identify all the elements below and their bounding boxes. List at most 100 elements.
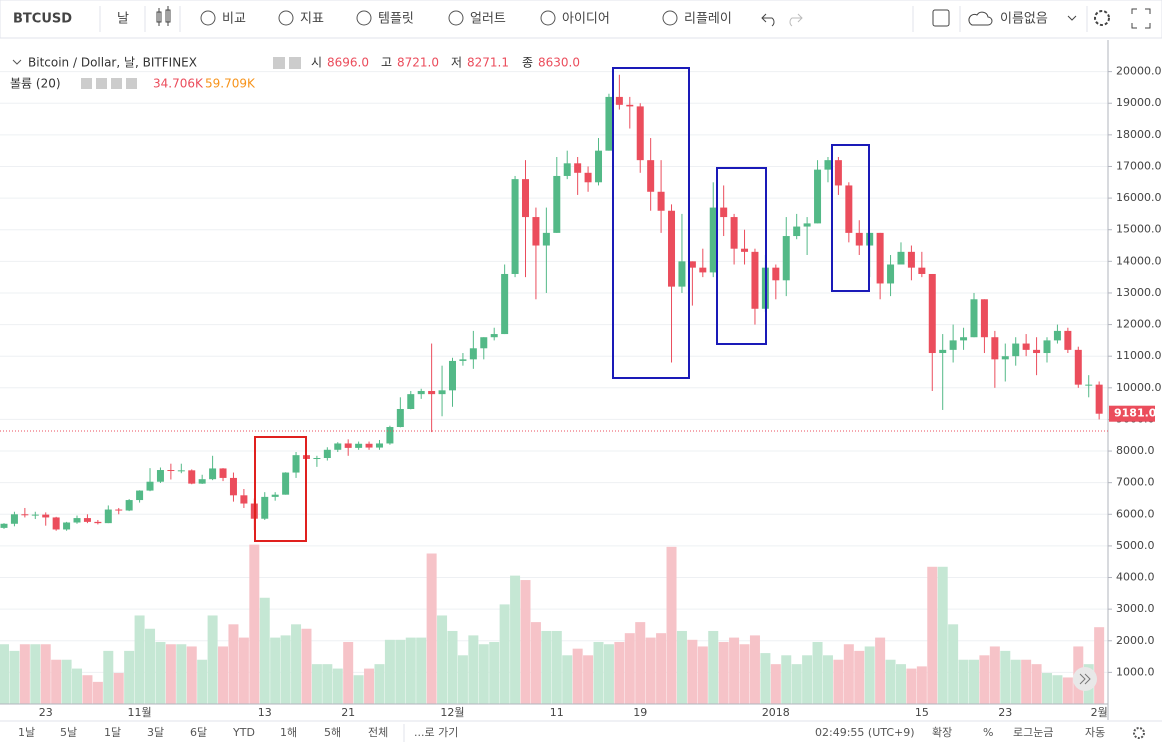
interval[interactable]: 날 — [117, 12, 129, 27]
chart-type-icon[interactable] — [156, 6, 171, 26]
candle-body — [563, 163, 571, 176]
candle-body — [1053, 330, 1061, 341]
fullscreen-icon[interactable] — [1131, 8, 1151, 29]
toolbar-icon[interactable] — [278, 10, 294, 26]
settings-icon[interactable] — [1094, 10, 1110, 26]
candle-body — [699, 267, 707, 273]
range-button[interactable]: 5날 — [60, 726, 77, 739]
legend-button[interactable] — [289, 57, 301, 69]
layout-name[interactable]: 이름없음 — [1000, 12, 1048, 27]
y-tick-label: 11000.0 — [1116, 349, 1162, 362]
undo-icon[interactable] — [761, 13, 775, 27]
range-button[interactable]: 1해 — [280, 725, 297, 739]
candle-body — [814, 169, 822, 224]
volume-bar — [207, 615, 218, 704]
goto-button[interactable]: ...로 가기 — [414, 726, 458, 739]
candle-body — [146, 481, 154, 491]
symbol[interactable]: BTCUSD — [13, 12, 72, 27]
ohlc-label: 종 — [522, 56, 533, 70]
y-tick-label: 10000.0 — [1116, 381, 1162, 394]
y-tick-label: 1000.0 — [1116, 665, 1155, 678]
volume-bar — [635, 622, 646, 704]
range-button[interactable]: 전체 — [368, 726, 388, 739]
toolbar-item[interactable]: 리플레이 — [684, 12, 732, 27]
axis-option[interactable]: 확장 — [932, 726, 952, 739]
range-button[interactable]: YTD — [232, 726, 255, 739]
candle-body — [42, 514, 50, 518]
candle-body — [511, 179, 519, 274]
candle-body — [949, 340, 957, 350]
range-button[interactable]: 1달 — [104, 726, 121, 739]
axis-option[interactable]: % — [983, 726, 993, 739]
volume-bar — [103, 650, 114, 704]
candle-body — [855, 232, 863, 246]
candle-body — [0, 523, 8, 528]
legend-button[interactable] — [273, 57, 285, 69]
volume-bar — [322, 664, 333, 704]
ohlc-value: 8721.0 — [397, 56, 439, 70]
volume-bar — [259, 597, 270, 704]
layout-icon[interactable] — [932, 9, 950, 27]
toolbar-icon[interactable] — [356, 10, 372, 26]
toolbar-item[interactable]: 아이디어 — [562, 12, 610, 27]
toolbar-item[interactable]: 지표 — [300, 12, 324, 27]
dropdown-icon[interactable] — [1067, 15, 1077, 21]
volume-bar — [1000, 650, 1011, 704]
volume-bar — [697, 646, 708, 704]
volume-bar — [61, 659, 72, 704]
toolbar-icon[interactable] — [662, 10, 678, 26]
candle-body — [605, 96, 613, 151]
last-price-label: 9181.0 — [1114, 407, 1157, 420]
candle-body — [396, 408, 404, 428]
volume-bar — [40, 644, 51, 704]
volume-bar — [447, 630, 458, 704]
volume-bar — [895, 664, 906, 704]
candle-body — [532, 217, 540, 246]
range-button[interactable]: 6달 — [190, 726, 207, 739]
volume-bar — [457, 655, 468, 704]
candle-body — [136, 490, 144, 501]
candle-body — [1022, 343, 1030, 350]
candle-body — [970, 299, 978, 338]
volume-bar — [489, 642, 500, 704]
toolbar-item[interactable]: 얼러트 — [470, 12, 506, 27]
axis-settings-icon[interactable] — [1133, 727, 1145, 739]
candle-body — [355, 443, 363, 448]
candle-body — [386, 427, 394, 444]
axis-option[interactable]: 로그눈금 — [1013, 726, 1053, 739]
volume-bar — [1094, 627, 1105, 704]
range-button[interactable]: 1날 — [18, 726, 35, 739]
volume-bar — [843, 644, 854, 704]
candle-body — [94, 521, 102, 524]
candle-body — [657, 191, 665, 211]
toolbar-icon[interactable] — [200, 10, 216, 26]
toolbar-icon[interactable] — [540, 10, 556, 26]
axis-option[interactable]: 자동 — [1085, 726, 1105, 739]
range-button[interactable]: 5해 — [324, 725, 341, 739]
volume-bar — [9, 650, 20, 704]
volume-bar — [468, 635, 479, 704]
volume-bar — [562, 655, 573, 704]
legend-button[interactable] — [111, 78, 122, 89]
range-button[interactable]: 3달 — [147, 726, 164, 739]
volume-bar — [510, 575, 521, 704]
candle-body — [323, 449, 331, 459]
candle-body — [480, 337, 488, 349]
candle-body — [344, 443, 352, 448]
y-tick-label: 16000.0 — [1116, 191, 1162, 204]
volume-bar — [864, 646, 875, 704]
redo-icon[interactable] — [789, 13, 803, 27]
candle-body — [31, 514, 39, 516]
volume-bar — [739, 644, 750, 704]
legend-button[interactable] — [96, 78, 107, 89]
cloud-icon[interactable] — [968, 11, 993, 26]
legend-button[interactable] — [81, 78, 92, 89]
collapse-icon[interactable] — [12, 59, 22, 65]
toolbar-item[interactable]: 비교 — [222, 12, 246, 27]
volume-bar — [416, 637, 427, 704]
y-tick-label: 19000.0 — [1116, 96, 1162, 109]
toolbar-icon[interactable] — [448, 10, 464, 26]
legend-button[interactable] — [126, 78, 137, 89]
toolbar-item[interactable]: 템플릿 — [378, 12, 414, 27]
candle-body — [1043, 340, 1051, 354]
